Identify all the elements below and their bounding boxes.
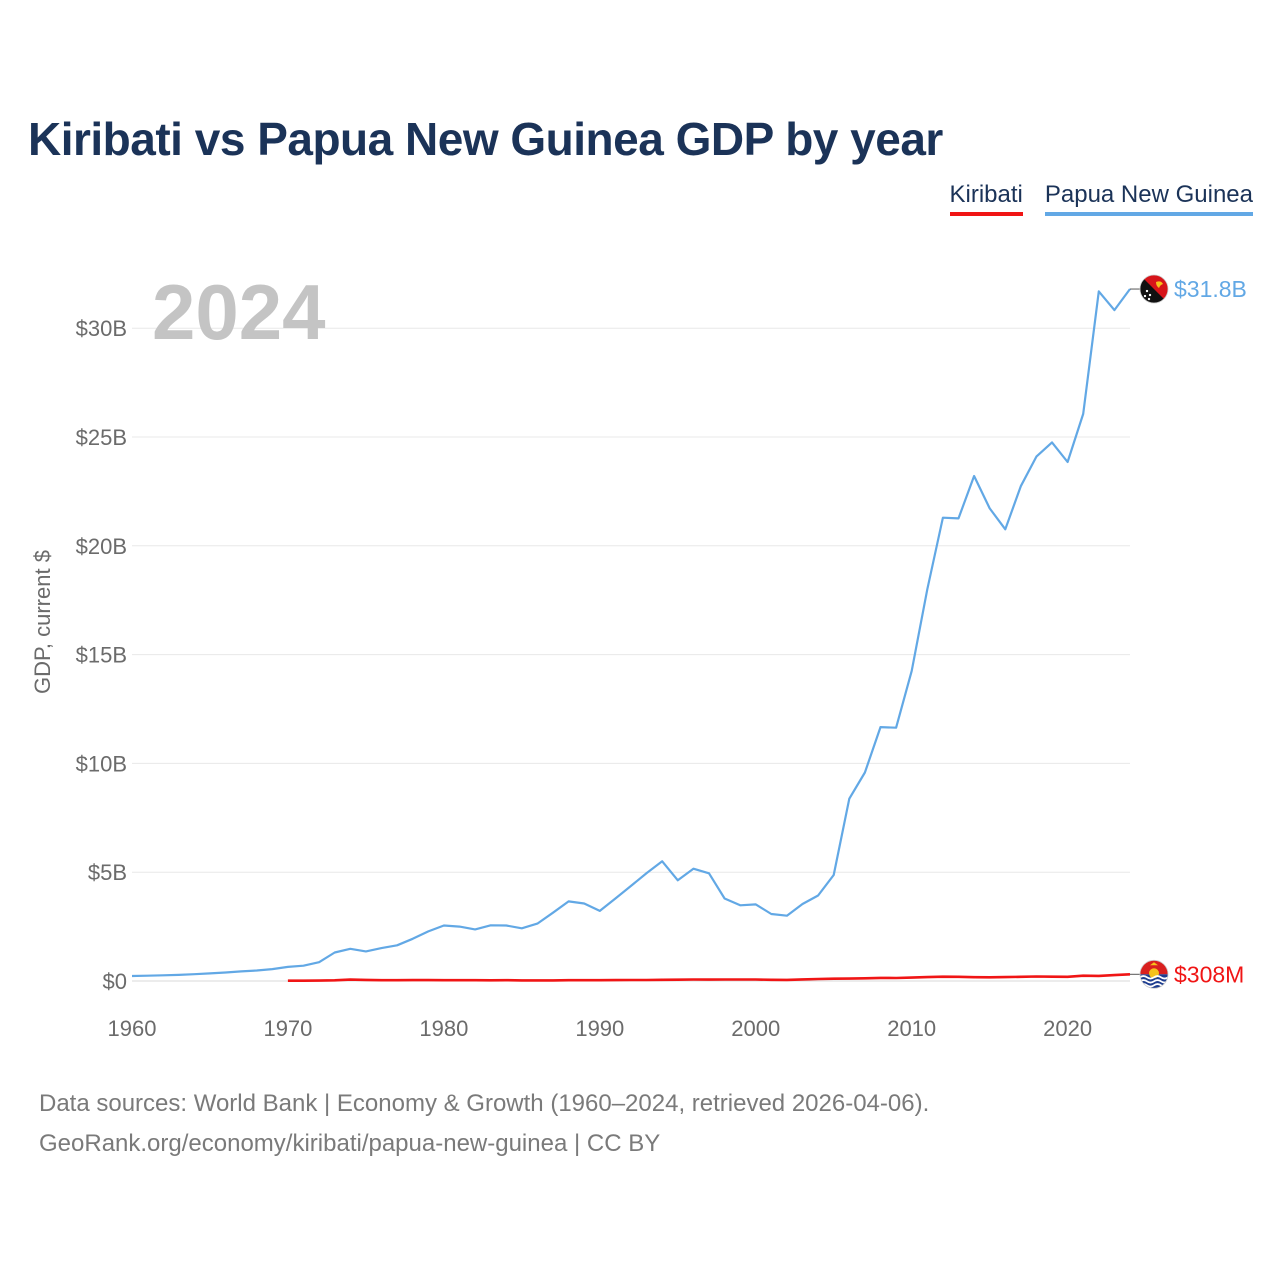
x-tick-label: 1980 — [419, 1016, 468, 1041]
y-tick-label: $25B — [76, 425, 127, 450]
legend-item-papua-new-guinea[interactable]: Papua New Guinea — [1044, 181, 1253, 216]
y-tick-label: $0 — [103, 969, 127, 994]
x-tick-label: 2000 — [731, 1016, 780, 1041]
x-tick-label: 1960 — [108, 1016, 157, 1041]
x-tick-label: 2010 — [887, 1016, 936, 1041]
y-tick-label: $10B — [76, 751, 127, 776]
y-tick-label: $5B — [88, 860, 127, 885]
y-tick-label: $15B — [76, 643, 127, 668]
y-tick-label: $30B — [76, 316, 127, 341]
gridlines — [132, 327, 1130, 982]
kiribati-flag-icon — [1140, 960, 1168, 989]
chart-title: Kiribati vs Papua New Guinea GDP by year — [28, 113, 943, 165]
series-lines — [131, 288, 1131, 983]
papua-new-guinea-flag-icon — [1140, 275, 1168, 304]
y-axis-ticks: $0 $5B $10B $15B $20B $25B $30B — [76, 316, 127, 994]
y-axis-label: GDP, current $ — [30, 550, 55, 694]
end-value-label: $31.8B — [1174, 276, 1247, 302]
legend-item-kiribati[interactable]: Kiribati — [949, 181, 1023, 216]
source-note: Data sources: World Bank | Economy & Gro… — [39, 1084, 929, 1164]
x-tick-label: 1970 — [263, 1016, 312, 1041]
end-value-label: $308M — [1174, 961, 1244, 987]
x-tick-label: 2020 — [1043, 1016, 1092, 1041]
source-line: Data sources: World Bank | Economy & Gro… — [39, 1090, 930, 1117]
series-line-papua-new-guinea[interactable] — [131, 288, 1131, 978]
series-end-labels: $31.8B $308M — [1130, 274, 1247, 989]
y-tick-label: $20B — [76, 534, 127, 559]
legend: Kiribati Papua New Guinea — [949, 181, 1253, 216]
x-axis-ticks: 1960 1970 1980 1990 2000 2010 2020 — [108, 1016, 1093, 1041]
current-year-label: 2024 — [152, 268, 326, 356]
credit-line[interactable]: GeoRank.org/economy/kiribati/papua-new-g… — [39, 1130, 661, 1157]
series-line-kiribati[interactable] — [287, 973, 1131, 983]
x-tick-label: 1990 — [575, 1016, 624, 1041]
